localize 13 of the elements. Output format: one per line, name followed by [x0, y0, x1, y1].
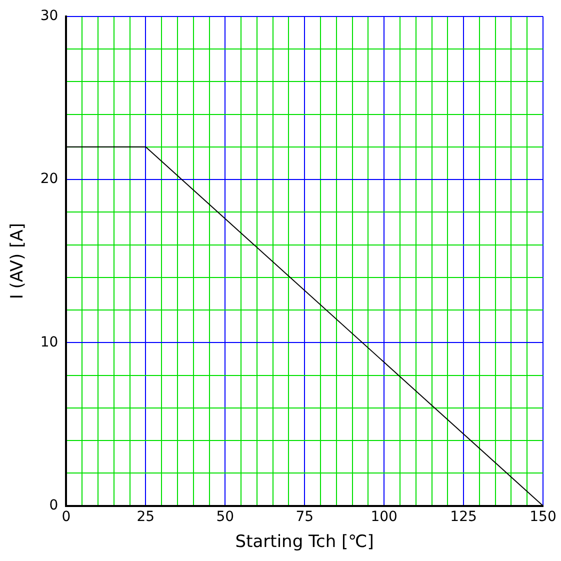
x-tick-label: 25 [136, 508, 155, 525]
x-tick-label: 50 [216, 508, 234, 525]
y-axis-title: I (AV) [A] [8, 223, 28, 300]
x-axis-title: Starting Tch [℃] [235, 532, 374, 552]
x-tick-label: 150 [530, 508, 556, 525]
x-tick-label: 100 [370, 508, 398, 525]
y-tick-label: 10 [40, 334, 58, 350]
x-tick-label: 125 [450, 508, 477, 525]
x-tick-label: 75 [296, 508, 314, 525]
y-tick-label: 20 [40, 171, 58, 188]
x-tick-label: 0 [62, 508, 71, 525]
y-tick-label: 0 [49, 497, 58, 514]
y-tick-label: 30 [40, 8, 58, 24]
